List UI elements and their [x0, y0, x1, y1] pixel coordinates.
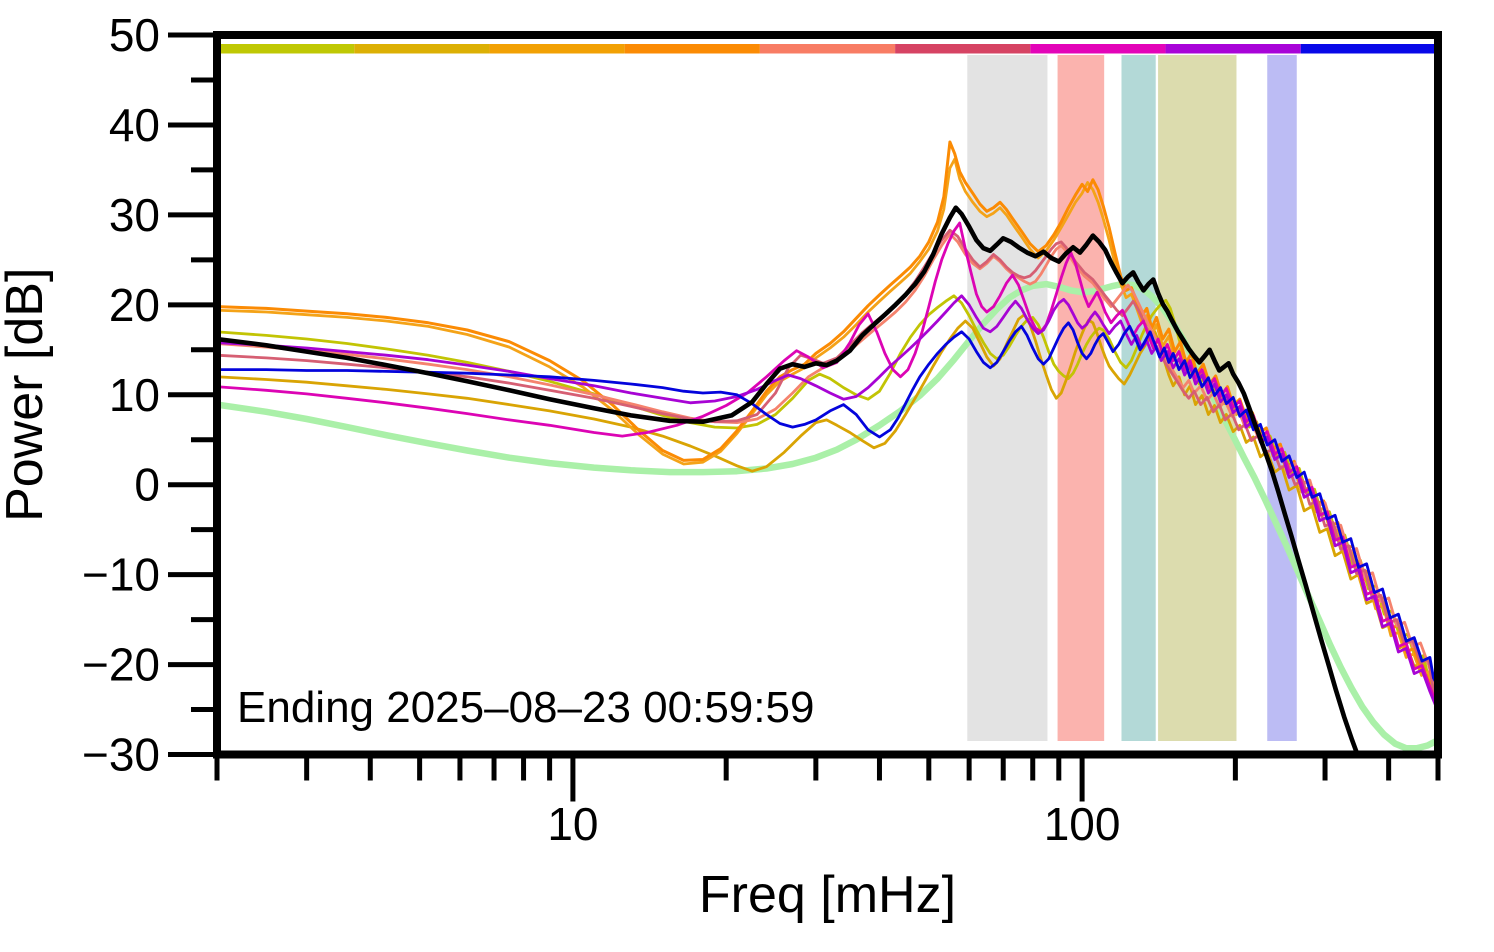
x-tick-label: 100	[1044, 798, 1121, 850]
color-bar-segment-2	[354, 44, 490, 54]
series-lines	[221, 140, 1434, 751]
y-tick-label: −10	[82, 549, 160, 601]
y-tick-label: 20	[109, 279, 160, 331]
series-light-green-reference	[221, 280, 1434, 751]
x-tick-label: 10	[547, 798, 598, 850]
top-color-bar	[219, 44, 1436, 54]
y-tick-label: 40	[109, 99, 160, 151]
frequency-bands	[967, 55, 1297, 741]
y-tick-label: 10	[109, 369, 160, 421]
color-bar-segment-5	[759, 44, 896, 54]
y-tick-label: 50	[109, 9, 160, 61]
series-salmon	[221, 232, 1434, 685]
x-axis-tick-labels: 10 100	[547, 798, 1120, 850]
band-lavender	[1267, 55, 1297, 741]
plot-frame	[213, 31, 1442, 759]
series-rose	[221, 228, 1434, 696]
series-blue	[221, 321, 1434, 682]
x-axis-label: Freq [mHz]	[699, 866, 956, 924]
y-tick-label: 0	[134, 459, 160, 511]
color-bar-segment-4	[624, 44, 760, 54]
color-bar-segment-9	[1300, 44, 1436, 54]
series-purple	[221, 294, 1434, 706]
color-bar-segment-3	[489, 44, 625, 54]
y-axis-label: Power [dB]	[0, 268, 54, 522]
series-black-mean	[221, 205, 1359, 751]
color-bar-segment-1	[219, 44, 355, 54]
y-tick-label: 30	[109, 189, 160, 241]
series-magenta	[221, 221, 1434, 702]
y-axis-ticks	[168, 32, 213, 757]
y-axis-tick-labels: 50 40 30 20 10 0 −10 −20 −30	[82, 9, 160, 781]
color-bar-segment-8	[1165, 44, 1301, 54]
band-teal	[1121, 55, 1156, 741]
color-bar-segment-6	[895, 44, 1031, 54]
ending-time-annotation: Ending 2025–08–23 00:59:59	[237, 683, 814, 732]
band-gray	[967, 55, 1048, 741]
y-tick-label: −30	[82, 729, 160, 781]
color-bar-segment-7	[1030, 44, 1166, 54]
band-pink	[1057, 55, 1105, 741]
x-axis-ticks	[214, 758, 1441, 802]
y-tick-label: −20	[82, 639, 160, 691]
